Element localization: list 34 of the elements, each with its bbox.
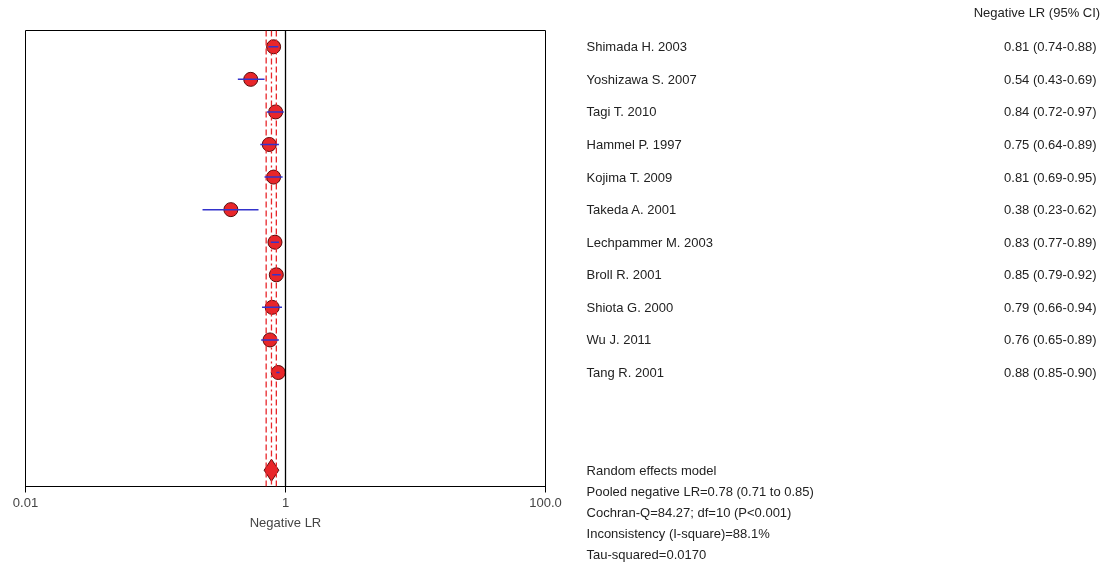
data-label: 0.88 (0.85-0.90) — [1004, 365, 1097, 380]
text: Inconsistency (I-square)=88.1% — [586, 525, 771, 541]
text: Tau-squared=0.0170 — [586, 546, 707, 562]
point — [243, 71, 259, 87]
x-axis-title: Negative LR — [249, 514, 322, 530]
data-label: 0.83 (0.77-0.89) — [1004, 234, 1097, 250]
text: Negative LR (95% CI) — [973, 5, 1101, 20]
data-label: 0.76 (0.65-0.89) — [1004, 332, 1097, 348]
data-label: 0.85 (0.79-0.92) — [1004, 267, 1097, 283]
y-tick-label: Yoshizawa S. 2007 — [586, 71, 697, 87]
data-label: 0.84 (0.72-0.97) — [1004, 104, 1097, 120]
x-tick-label: 1 — [281, 494, 290, 510]
y-tick-label: Shiota G. 2000 — [586, 299, 674, 315]
x-tick-label: 0.01 — [12, 494, 39, 510]
y-tick-label: Takeda A. 2001 — [586, 202, 677, 218]
data-label: 0.38 (0.23-0.62) — [1004, 202, 1097, 218]
y-tick-label: Lechpammer M. 2003 — [586, 234, 713, 250]
y-tick-label: Broll R. 2001 — [586, 267, 662, 283]
y-tick-label: Tagi T. 2010 — [586, 104, 657, 120]
x-tick-label: 100.0 — [529, 494, 562, 510]
data-label: 0.75 (0.64-0.89) — [1004, 137, 1097, 152]
y-tick-label: Random effects model — [586, 462, 717, 478]
data-label: 0.54 (0.43-0.69) — [1004, 71, 1097, 87]
y-tick-label: Kojima T. 2009 — [586, 169, 673, 185]
data-label: 0.81 (0.74-0.88) — [1004, 39, 1097, 55]
y-tick-label: Shimada H. 2003 — [586, 39, 687, 55]
text: Cochran-Q=84.27; df=10 (P<0.001) — [586, 504, 792, 520]
y-tick-label: Tang R. 2001 — [586, 365, 664, 380]
data-label: 0.81 (0.69-0.95) — [1004, 169, 1097, 185]
data-label: 0.79 (0.66-0.94) — [1004, 299, 1097, 315]
point — [270, 365, 286, 380]
y-tick-label: Hammel P. 1997 — [586, 137, 682, 152]
text: Pooled negative LR=0.78 (0.71 to 0.85) — [586, 483, 814, 499]
y-tick-label: Wu J. 2011 — [586, 332, 652, 348]
